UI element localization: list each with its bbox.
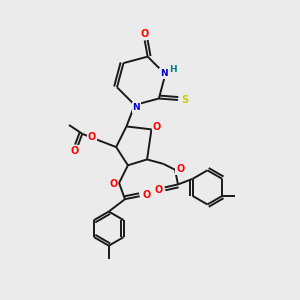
Text: S: S <box>181 95 188 105</box>
Text: N: N <box>160 69 168 78</box>
Text: O: O <box>154 185 162 195</box>
Text: O: O <box>70 146 79 156</box>
Text: N: N <box>132 103 140 112</box>
Text: O: O <box>142 190 150 200</box>
Text: O: O <box>141 29 149 39</box>
Text: O: O <box>152 122 160 132</box>
Text: O: O <box>176 164 184 174</box>
Text: O: O <box>109 179 117 190</box>
Text: H: H <box>169 64 176 74</box>
Text: O: O <box>88 132 96 142</box>
